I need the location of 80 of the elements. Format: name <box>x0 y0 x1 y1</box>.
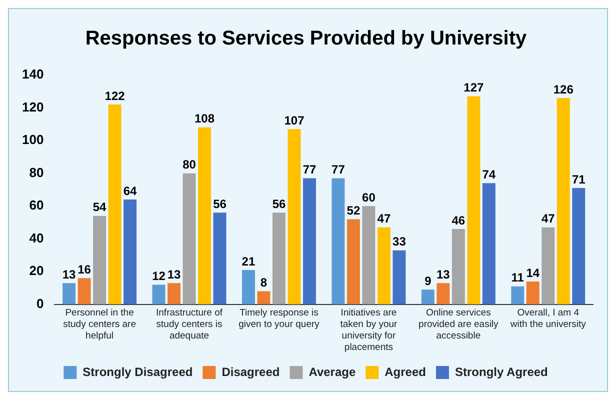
y-tick-label: 120 <box>22 99 44 114</box>
legend-label: Strongly Disagreed <box>82 364 193 379</box>
bar <box>182 173 196 304</box>
x-tick-label: Online services provided are easily accessible <box>418 308 499 342</box>
bar <box>257 291 270 304</box>
data-label: 77 <box>332 162 346 177</box>
bar <box>168 283 180 304</box>
bar <box>346 219 360 304</box>
chart-title: Responses to Services Provided by University <box>85 28 528 50</box>
bar <box>303 178 316 304</box>
data-label: 12 <box>152 269 166 284</box>
y-tick-label: 20 <box>29 263 44 278</box>
bar <box>124 200 137 304</box>
y-tick-label: 140 <box>22 66 44 82</box>
bar <box>556 98 570 304</box>
x-tick-label: Personnel in the study centers are helpful <box>63 308 136 342</box>
data-label: 16 <box>78 262 92 276</box>
bar <box>62 283 76 304</box>
data-label: 74 <box>482 167 496 182</box>
bar <box>198 127 211 304</box>
data-label: 64 <box>123 184 138 198</box>
data-label: 47 <box>377 212 391 226</box>
data-label: 13 <box>62 267 76 282</box>
bar <box>93 216 106 304</box>
data-label: 108 <box>194 112 215 126</box>
x-tick-label: Initiatives are taken by your university for placements <box>340 308 398 353</box>
bar <box>421 290 434 304</box>
legend-label: Average <box>308 364 356 379</box>
data-label: 52 <box>346 204 360 218</box>
data-label: 122 <box>104 88 126 103</box>
bar <box>108 104 122 304</box>
bar <box>511 286 524 304</box>
bar <box>152 284 166 304</box>
y-tick-label: 100 <box>22 132 44 148</box>
bar <box>467 96 480 304</box>
bar <box>392 250 406 304</box>
data-label: 47 <box>541 212 556 226</box>
y-tick-label: 80 <box>29 164 44 180</box>
data-label: 127 <box>464 80 484 95</box>
bar <box>272 212 286 304</box>
data-label: 46 <box>452 213 466 228</box>
data-label: 54 <box>92 200 107 214</box>
bar <box>436 283 450 304</box>
data-label: 33 <box>392 234 406 249</box>
data-label: 71 <box>572 172 586 186</box>
data-label: 14 <box>526 266 540 280</box>
bar <box>332 178 345 304</box>
data-label: 9 <box>424 274 432 288</box>
data-label: 80 <box>182 158 196 172</box>
data-label: 11 <box>511 270 524 285</box>
bar <box>526 281 540 304</box>
bar <box>362 206 376 304</box>
data-label: 60 <box>362 190 376 204</box>
legend-label: Disagreed <box>222 364 280 379</box>
bar <box>572 188 586 304</box>
y-tick-label: 40 <box>29 230 44 246</box>
x-tick-label: Overall, I am 4 with the university <box>509 308 586 330</box>
y-tick-label: 60 <box>29 198 44 213</box>
bar <box>213 212 226 304</box>
data-label: 8 <box>260 276 268 290</box>
data-label: 126 <box>553 82 574 96</box>
data-label: 13 <box>167 267 182 282</box>
data-label: 107 <box>284 113 305 128</box>
bar <box>288 129 301 304</box>
data-label: 56 <box>213 196 227 211</box>
data-label: 21 <box>242 254 256 268</box>
bar <box>542 227 555 304</box>
bar <box>242 270 255 304</box>
legend-label: Agreed <box>384 364 426 379</box>
x-tick-label: Timely response is given to your query <box>238 308 320 330</box>
legend-label: Strongly Agreed <box>454 364 548 379</box>
data-label: 13 <box>436 267 450 282</box>
y-tick-label: 0 <box>36 296 44 311</box>
bar <box>377 227 390 304</box>
x-tick-label: Infrastructure of study centers is adequate <box>156 308 223 342</box>
data-label: 56 <box>272 196 286 211</box>
data-label: 77 <box>302 162 316 177</box>
bar <box>452 229 465 304</box>
bar <box>78 278 91 304</box>
bar <box>482 183 496 304</box>
